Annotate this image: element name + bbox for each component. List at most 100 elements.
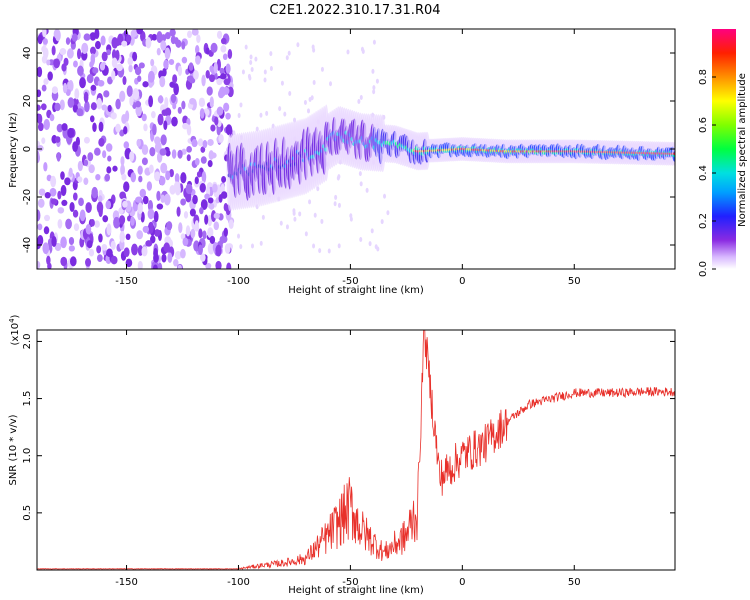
noise-cell [172, 102, 177, 110]
noise-cell [185, 191, 192, 203]
faint-cell [358, 171, 362, 177]
noise-cell [101, 104, 108, 111]
faint-cell [247, 73, 251, 79]
noise-cell [61, 123, 68, 131]
noise-cell [79, 77, 86, 89]
faint-cell [249, 59, 253, 65]
faint-cell [244, 44, 248, 50]
faint-cell [250, 243, 254, 249]
noise-cell [111, 37, 119, 49]
noise-cell [130, 172, 137, 183]
top-y-tick-label: 0 [22, 146, 33, 152]
faint-cell [263, 69, 267, 75]
faint-cell [287, 50, 291, 56]
noise-cell [110, 112, 117, 120]
top-y-ticks: -40 -20 0 20 40 [22, 47, 675, 253]
noise-cell [102, 215, 109, 223]
noise-cell [96, 97, 103, 110]
bottom-x-tick-label: -150 [115, 577, 138, 588]
noise-cell [89, 115, 95, 123]
noise-cell [103, 90, 110, 98]
noise-cell [37, 113, 43, 125]
noise-cell [121, 173, 127, 181]
snr-frame [36, 329, 676, 571]
noise-cell [177, 65, 183, 77]
noise-cell [157, 113, 164, 126]
noise-cell [191, 29, 199, 36]
noise-cell [209, 152, 217, 159]
noise-cell [50, 198, 58, 205]
noise-cell [71, 33, 78, 42]
noise-cell [77, 65, 84, 76]
noise-cell [96, 245, 102, 254]
noise-cell [100, 35, 106, 46]
noise-cell [125, 233, 131, 241]
noise-cell [141, 144, 149, 156]
faint-cell [337, 174, 341, 180]
noise-cell [37, 198, 45, 208]
faint-cell [259, 112, 263, 118]
noise-cell [76, 108, 84, 117]
noise-cell [40, 103, 47, 111]
spectrogram-marks [37, 29, 675, 269]
noise-cell [186, 154, 191, 162]
noise-cell [176, 206, 181, 217]
noise-cell [177, 149, 183, 159]
noise-cell [157, 95, 164, 104]
noise-cell [143, 123, 148, 132]
noise-cell [198, 99, 206, 108]
noise-cell [209, 96, 214, 108]
noise-cell [72, 103, 78, 113]
noise-cell [205, 70, 210, 79]
noise-cell [152, 123, 157, 136]
faint-cell [307, 108, 311, 114]
snr-series-line [37, 330, 675, 570]
noise-cell [59, 48, 67, 56]
noise-cell [56, 152, 61, 162]
noise-cell [195, 55, 201, 65]
spectrogram-cells [37, 29, 675, 269]
bottom-x-axis-label: Height of straight line (km) [288, 585, 424, 596]
faint-cell [312, 243, 316, 249]
noise-cell [88, 164, 95, 174]
noise-cell [220, 191, 228, 199]
faint-cell [375, 78, 379, 84]
noise-cell [160, 134, 167, 146]
faint-cell [357, 99, 361, 105]
faint-cell [320, 66, 324, 72]
bottom-x-ticks: -150 -100 -50 0 50 [115, 330, 581, 588]
noise-cell [202, 140, 208, 149]
top-y-tick-label: 20 [22, 95, 33, 108]
top-x-tick-label: 0 [459, 276, 465, 287]
faint-cell [372, 85, 376, 91]
noise-cell [54, 136, 61, 143]
noise-cell [181, 148, 187, 155]
noise-cell [210, 42, 218, 53]
noise-cell [205, 262, 212, 269]
faint-cell [333, 201, 337, 207]
noise-cell [141, 157, 148, 166]
noise-cell [225, 63, 231, 74]
noise-cell [122, 200, 128, 208]
faint-cell [263, 77, 267, 83]
faint-cell [255, 126, 259, 132]
faint-cell [327, 248, 331, 254]
noise-cell [180, 172, 187, 184]
faint-cell [269, 65, 273, 71]
noise-cell [95, 173, 101, 181]
faint-cell [380, 219, 384, 225]
colorbar-tick-label: 0.8 [698, 69, 709, 85]
noise-cell [193, 240, 200, 252]
noise-cell [73, 60, 78, 68]
noise-cell [223, 102, 230, 112]
faint-cell [386, 210, 390, 216]
noise-cell [90, 219, 95, 227]
noise-cell [197, 138, 204, 147]
noise-cell [202, 230, 207, 240]
noise-cell [137, 260, 143, 269]
noise-cell [182, 237, 189, 247]
noise-cell [149, 147, 156, 157]
noise-cell [37, 152, 40, 164]
noise-cell [147, 70, 155, 83]
noise-cell [130, 216, 135, 226]
